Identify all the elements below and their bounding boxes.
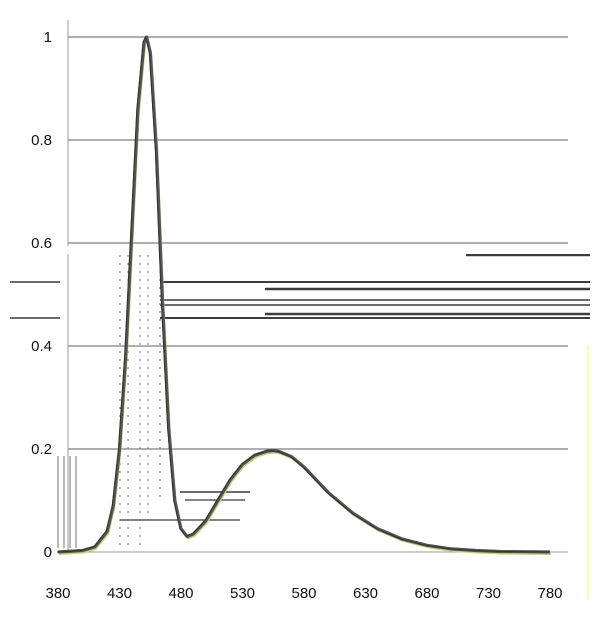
y-tick-label-0: 0 [44, 544, 52, 561]
x-tick-label-6: 680 [414, 585, 439, 602]
x-tick-label-4: 580 [291, 585, 316, 602]
y-tick-label-1: 0.2 [31, 441, 52, 458]
x-tick-label-5: 630 [353, 585, 378, 602]
x-tick-labels: 380 430 480 530 580 630 680 730 780 [45, 585, 562, 602]
y-tick-label-2: 0.4 [31, 338, 52, 355]
series-layer [56, 35, 552, 555]
x-tick-label-1: 430 [107, 585, 132, 602]
x-tick-label-0: 380 [45, 585, 70, 602]
gridlines [68, 36, 568, 450]
x-tick-label-2: 480 [168, 585, 193, 602]
series-0-shadow [58, 36, 552, 555]
series-0-edge [56, 35, 550, 553]
artifact-gap [0, 246, 604, 254]
render-artifacts [0, 246, 604, 600]
axes [67, 20, 568, 553]
y-tick-label-5: 1 [44, 29, 52, 46]
y-tick-labels: 0 0.2 0.4 0.6 0.8 1 [31, 29, 52, 561]
y-tick-label-3: 0.6 [31, 235, 52, 252]
series-0-line [57, 35, 551, 554]
x-tick-label-7: 730 [476, 585, 501, 602]
y-tick-label-4: 0.8 [31, 132, 52, 149]
x-tick-label-8: 780 [537, 585, 562, 602]
x-tick-label-3: 530 [230, 585, 255, 602]
